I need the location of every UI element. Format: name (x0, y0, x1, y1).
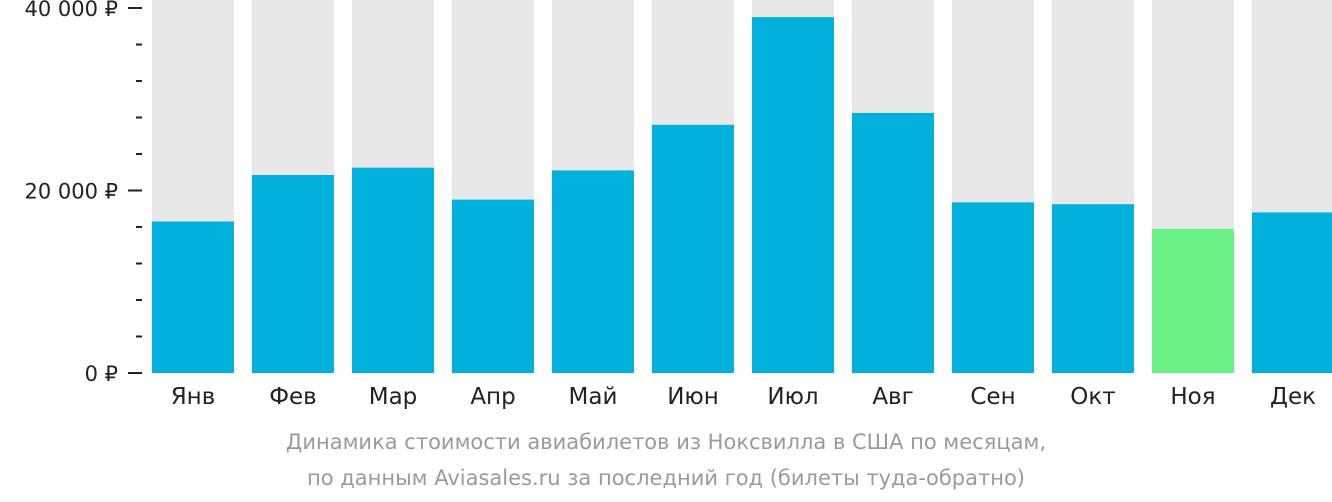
x-category-label: Фев (269, 384, 317, 410)
x-category-label: Мар (369, 384, 418, 410)
bars-group (152, 0, 1332, 373)
x-category-label: Авг (872, 384, 913, 410)
bar (852, 112, 934, 373)
x-category-label: Апр (470, 384, 515, 410)
bar (652, 124, 734, 373)
y-tick-label: 0 ₽ (85, 362, 118, 386)
x-category-label: Янв (171, 384, 216, 410)
bar-lowest-price (1152, 228, 1234, 373)
chart-caption-line-2: по данным Aviasales.ru за последний год … (307, 466, 1025, 490)
bar (252, 174, 334, 373)
bar (752, 17, 834, 373)
bar (452, 199, 534, 373)
x-category-label: Ноя (1170, 384, 1215, 410)
x-category-label: Май (569, 384, 618, 410)
x-category-label: Сен (970, 384, 1015, 410)
chart-caption-line-1: Динамика стоимости авиабилетов из Ноксви… (285, 430, 1047, 454)
bar (952, 202, 1034, 373)
x-category-label: Окт (1070, 384, 1115, 410)
bar (1252, 212, 1332, 373)
bar (352, 167, 434, 373)
y-tick-label: 20 000 ₽ (24, 180, 118, 204)
x-category-label: Июл (767, 384, 818, 410)
bar (552, 170, 634, 373)
x-category-label: Дек (1270, 384, 1316, 410)
bar (152, 221, 234, 373)
y-axis: 0 ₽ 20 000 ₽ 40 000 ₽ (24, 0, 142, 386)
x-category-label: Июн (667, 384, 719, 410)
bar (1052, 204, 1134, 373)
x-axis-labels: Янв Фев Мар Апр Май Июн Июл Авг Сен Окт Ноя Дек (171, 384, 1316, 410)
y-tick-label: 40 000 ₽ (24, 0, 118, 21)
